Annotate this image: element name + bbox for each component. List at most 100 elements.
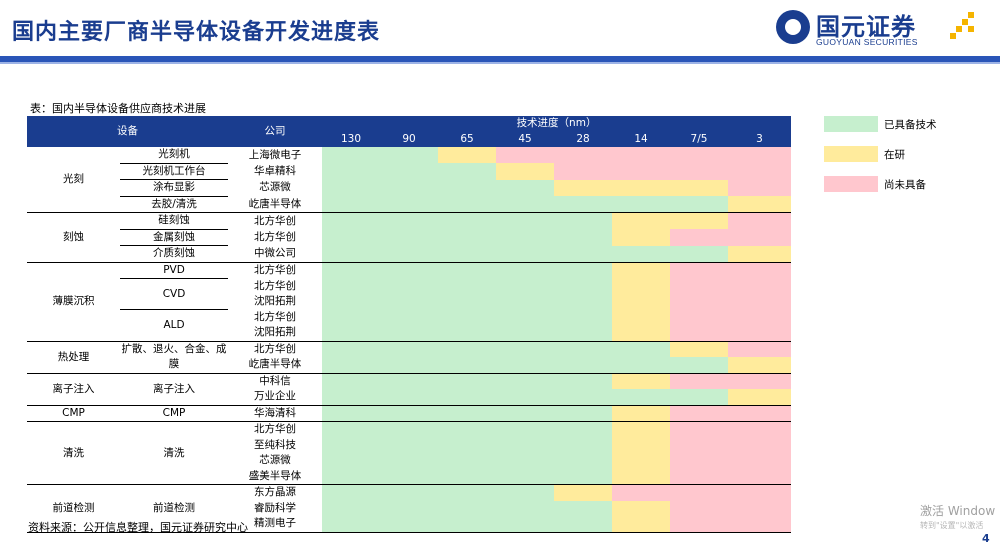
status-cell xyxy=(438,404,496,422)
status-cell xyxy=(728,500,792,516)
legend-swatch xyxy=(824,146,878,162)
status-cell xyxy=(612,245,670,262)
status-cell xyxy=(380,357,438,373)
status-cell xyxy=(322,147,380,163)
status-cell xyxy=(612,179,670,196)
status-cell xyxy=(322,261,380,279)
status-cell xyxy=(612,453,670,469)
table-row: 芯源微 xyxy=(27,453,792,469)
status-cell xyxy=(612,229,670,246)
status-cell xyxy=(612,278,670,294)
status-cell xyxy=(670,404,728,422)
status-cell xyxy=(612,147,670,163)
status-cell xyxy=(380,147,438,163)
status-cell xyxy=(438,294,496,310)
status-cell xyxy=(322,404,380,422)
status-cell xyxy=(612,340,670,357)
status-cell xyxy=(380,196,438,213)
status-cell xyxy=(438,389,496,405)
company-cell: 睿励科学 xyxy=(228,500,322,516)
table-row: 屹唐半导体 xyxy=(27,357,792,373)
status-cell xyxy=(438,484,496,501)
status-cell xyxy=(496,453,554,469)
status-cell xyxy=(380,437,438,453)
status-cell xyxy=(380,500,438,516)
status-cell xyxy=(322,309,380,325)
status-cell xyxy=(612,196,670,213)
company-cell: 华海清科 xyxy=(228,404,322,422)
status-cell xyxy=(438,229,496,246)
equipment-cell: 硅刻蚀 xyxy=(120,212,228,230)
category-cell: 刻蚀 xyxy=(27,212,120,263)
company-cell: 中微公司 xyxy=(228,245,322,262)
header-node: 7/5 xyxy=(670,131,728,147)
header-node: 14 xyxy=(612,131,670,147)
status-cell xyxy=(612,372,670,389)
header-rule-accent xyxy=(0,62,1000,64)
status-cell xyxy=(322,453,380,469)
status-cell xyxy=(612,404,670,422)
status-cell xyxy=(612,437,670,453)
status-cell xyxy=(380,389,438,405)
status-cell xyxy=(728,245,792,262)
status-cell xyxy=(612,500,670,516)
status-cell xyxy=(670,261,728,279)
category-cell: CMP xyxy=(27,404,120,422)
status-cell xyxy=(322,357,380,373)
status-cell xyxy=(496,179,554,196)
progress-table-wrapper: 设备 公司 技术进度（nm） 130 90 65 45 28 14 7/5 3 光刻 光刻机 上海… xyxy=(27,116,792,533)
status-cell xyxy=(438,196,496,213)
status-cell xyxy=(322,437,380,453)
header-node: 90 xyxy=(380,131,438,147)
status-cell xyxy=(322,516,380,533)
header-rule xyxy=(0,56,1000,62)
status-cell xyxy=(728,340,792,357)
status-cell xyxy=(322,179,380,196)
status-cell xyxy=(380,179,438,196)
status-cell xyxy=(670,357,728,373)
legend-swatch xyxy=(824,116,878,132)
status-cell xyxy=(554,357,612,373)
status-cell xyxy=(612,389,670,405)
status-cell xyxy=(728,229,792,246)
page-title: 国内主要厂商半导体设备开发进度表 xyxy=(12,20,381,45)
status-cell xyxy=(670,500,728,516)
table-row: 涂布显影 芯源微 xyxy=(27,179,792,197)
category-cell: 热处理 xyxy=(27,340,120,374)
status-cell xyxy=(670,484,728,501)
status-cell xyxy=(496,389,554,405)
status-cell xyxy=(496,340,554,357)
status-cell xyxy=(554,245,612,262)
status-cell xyxy=(728,437,792,453)
status-cell xyxy=(554,325,612,341)
status-cell xyxy=(380,453,438,469)
status-cell xyxy=(670,309,728,325)
status-cell xyxy=(438,212,496,229)
status-cell xyxy=(380,484,438,501)
legend-item: 已具备技术 xyxy=(824,116,994,132)
status-cell xyxy=(322,372,380,389)
equipment-cell: 去胶/清洗 xyxy=(120,196,228,213)
table-row: 刻蚀 硅刻蚀 北方华创 xyxy=(27,212,792,263)
status-cell xyxy=(728,468,792,485)
company-cell: 屹唐半导体 xyxy=(228,196,322,213)
status-cell xyxy=(728,309,792,325)
status-cell xyxy=(322,468,380,485)
header-node: 28 xyxy=(554,131,612,147)
status-cell xyxy=(728,179,792,196)
status-cell xyxy=(496,294,554,310)
status-cell xyxy=(380,516,438,533)
legend-item: 尚未具备 xyxy=(824,176,994,192)
equipment-cell: 扩散、退火、合金、成膜 xyxy=(120,340,228,374)
company-cell: 上海微电子 xyxy=(228,147,322,163)
status-cell xyxy=(380,229,438,246)
status-cell xyxy=(496,278,554,294)
status-cell xyxy=(496,147,554,163)
equipment-cell: ALD xyxy=(120,309,228,342)
header-node: 45 xyxy=(496,131,554,147)
status-cell xyxy=(670,163,728,180)
status-cell xyxy=(612,309,670,325)
status-cell xyxy=(496,421,554,438)
activation-watermark: 激活 Window xyxy=(920,504,996,518)
status-cell xyxy=(554,163,612,180)
